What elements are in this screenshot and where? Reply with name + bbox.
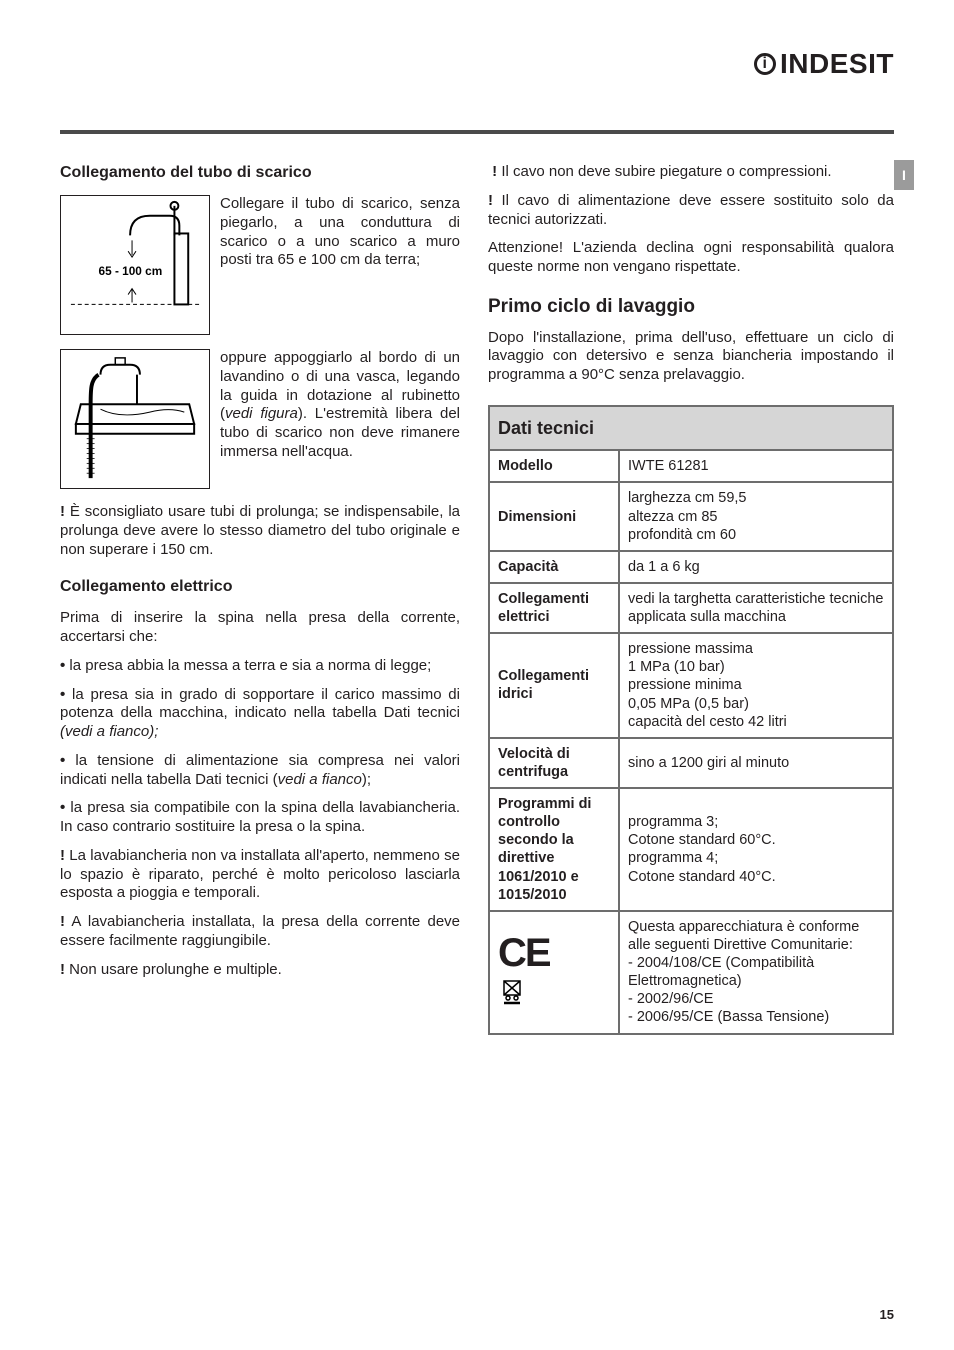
left-column: Collegamento del tubo di scarico 65 - 10… xyxy=(60,163,460,1035)
table-title: Dati tecnici xyxy=(489,406,893,451)
warn-bend-text: Il cavo non deve subire piegature o comp… xyxy=(497,163,831,180)
right-column: ! Il cavo non deve subire piegature o co… xyxy=(488,163,894,1035)
bullet-2-text-a: la presa sia in grado di sopportare il c… xyxy=(60,686,460,722)
table-row: Modello IWTE 61281 xyxy=(489,450,893,482)
warn-cable-text: Il cavo di alimentazione deve essere sos… xyxy=(488,192,894,228)
table-row: Programmi di controllo secondo la dirett… xyxy=(489,788,893,911)
row-label-capacita: Capacità xyxy=(489,551,619,583)
figure-drain-wall: 65 - 100 cm xyxy=(60,195,210,335)
row-label-modello: Modello xyxy=(489,450,619,482)
row-label-elettrici: Collegamenti elettrici xyxy=(489,583,619,633)
brand-dot-icon: i xyxy=(754,53,776,75)
table-row: Velocità di centrifuga sino a 1200 giri … xyxy=(489,738,893,788)
ce-mark-cell: CE xyxy=(489,911,619,1034)
table-row: Collegamenti elettrici vedi la targhetta… xyxy=(489,583,893,633)
brand-logo: i INDESIT xyxy=(754,48,894,80)
warn-multiple: ! Non usare prolunghe e multiple. xyxy=(60,961,460,980)
warn-multiple-text: Non usare prolunghe e multiple. xyxy=(65,961,282,978)
row-value-capacita: da 1 a 6 kg xyxy=(619,551,893,583)
bullet-1-text: la presa abbia la messa a terra e sia a … xyxy=(69,657,431,674)
row-value-velocita: sino a 1200 giri al minuto xyxy=(619,738,893,788)
first-cycle-text: Dopo l'installazione, prima dell'uso, ef… xyxy=(488,329,894,385)
heading-first-cycle: Primo ciclo di lavaggio xyxy=(488,295,894,319)
warn-outdoor: ! La lavabiancheria non va installata al… xyxy=(60,847,460,903)
row-label-idrici: Collegamenti idrici xyxy=(489,633,619,738)
fig2-text-c: vedi figura xyxy=(225,405,298,422)
electric-bullets: • la presa abbia la messa a terra e sia … xyxy=(60,657,460,837)
page-number: 15 xyxy=(880,1307,894,1322)
row-value-elettrici: vedi la targhetta caratteristiche tecnic… xyxy=(619,583,893,633)
row-label-dimensioni: Dimensioni xyxy=(489,482,619,550)
language-tab: I xyxy=(894,160,914,190)
figure-1-row: 65 - 100 cm Collegare il tubo di scarico… xyxy=(60,195,460,335)
warn-extension-text: È sconsigliato usare tubi di prolunga; s… xyxy=(60,503,460,558)
table-row: Capacità da 1 a 6 kg xyxy=(489,551,893,583)
warn-reachable: ! A lavabiancheria installata, la presa … xyxy=(60,913,460,951)
row-value-programmi: programma 3; Cotone standard 60°C. progr… xyxy=(619,788,893,911)
warn-cable: ! Il cavo di alimentazione deve essere s… xyxy=(488,192,894,230)
attention-text: Attenzione! L'azienda declina ogni respo… xyxy=(488,239,894,277)
row-label-velocita: Velocità di centrifuga xyxy=(489,738,619,788)
header-rule xyxy=(60,130,894,134)
table-row: Dimensioni larghezza cm 59,5 altezza cm … xyxy=(489,482,893,550)
heading-drain: Collegamento del tubo di scarico xyxy=(60,163,460,183)
bullet-1: • la presa abbia la messa a terra e sia … xyxy=(60,657,460,676)
warn-outdoor-text: La lavabiancheria non va installata all'… xyxy=(60,847,460,902)
row-value-ce: Questa apparecchiatura è conforme alle s… xyxy=(619,911,893,1034)
table-row: Collegamenti idrici pressione massima 1 … xyxy=(489,633,893,738)
bullet-3-text-c: ); xyxy=(362,771,371,788)
bullet-3-text-a: la tensione di alimentazione sia compres… xyxy=(60,752,460,788)
bullet-3-text-b: vedi a fianco xyxy=(278,771,362,788)
row-value-modello: IWTE 61281 xyxy=(619,450,893,482)
bullet-2: • la presa sia in grado di sopportare il… xyxy=(60,686,460,742)
electric-intro: Prima di inserire la spina nella presa d… xyxy=(60,609,460,647)
figure-1-label: 65 - 100 cm xyxy=(99,264,163,278)
technical-data-table: Dati tecnici Modello IWTE 61281 Dimensio… xyxy=(488,405,894,1035)
brand-text: INDESIT xyxy=(780,48,894,80)
table-row: CE Questa apparecchiatura è conforme all… xyxy=(489,911,893,1034)
language-tab-letter: I xyxy=(902,167,906,183)
row-value-dimensioni: larghezza cm 59,5 altezza cm 85 profondi… xyxy=(619,482,893,550)
figure-drain-sink xyxy=(60,349,210,489)
bullet-4-text: la presa sia compatibile con la spina de… xyxy=(60,799,460,835)
warn-reachable-text: A lavabiancheria installata, la presa de… xyxy=(60,913,460,949)
warn-bend: ! Il cavo non deve subire piegature o co… xyxy=(488,163,894,182)
bullet-2-text-b: (vedi a fianco); xyxy=(60,723,158,740)
figure-2-caption: oppure appoggiarlo al bordo di un lavand… xyxy=(220,349,460,462)
heading-electric: Collegamento elettrico xyxy=(60,577,460,597)
row-value-idrici: pressione massima 1 MPa (10 bar) pressio… xyxy=(619,633,893,738)
weee-icon xyxy=(498,977,610,1012)
figure-1-caption: Collegare il tubo di scarico, senza pieg… xyxy=(220,195,460,270)
bullet-3: • la tensione di alimentazione sia compr… xyxy=(60,752,460,790)
row-label-programmi: Programmi di controllo secondo la dirett… xyxy=(489,788,619,911)
content-columns: Collegamento del tubo di scarico 65 - 10… xyxy=(60,163,894,1035)
figure-2-row: oppure appoggiarlo al bordo di un lavand… xyxy=(60,349,460,489)
bullet-4: • la presa sia compatibile con la spina … xyxy=(60,799,460,837)
ce-mark-icon: CE xyxy=(498,931,550,975)
warn-extension: ! È sconsigliato usare tubi di prolunga;… xyxy=(60,503,460,559)
